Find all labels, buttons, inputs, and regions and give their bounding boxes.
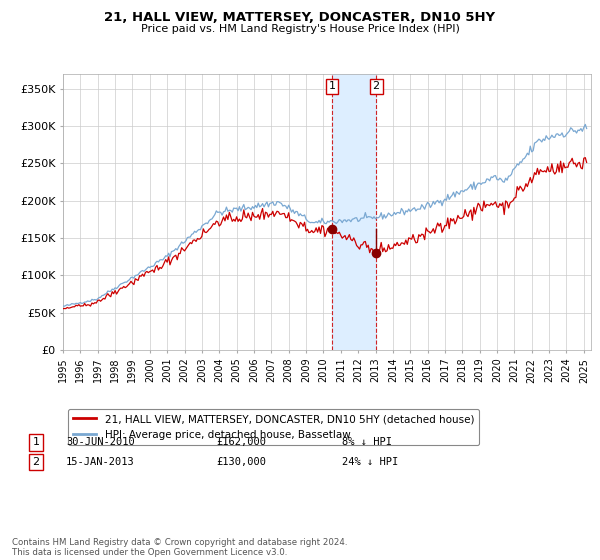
Text: 30-JUN-2010: 30-JUN-2010 — [66, 437, 135, 447]
Text: 15-JAN-2013: 15-JAN-2013 — [66, 457, 135, 467]
Text: 24% ↓ HPI: 24% ↓ HPI — [342, 457, 398, 467]
Text: 21, HALL VIEW, MATTERSEY, DONCASTER, DN10 5HY: 21, HALL VIEW, MATTERSEY, DONCASTER, DN1… — [104, 11, 496, 24]
Text: 1: 1 — [32, 437, 40, 447]
Text: 8% ↓ HPI: 8% ↓ HPI — [342, 437, 392, 447]
Bar — [332, 74, 376, 350]
Text: Price paid vs. HM Land Registry's House Price Index (HPI): Price paid vs. HM Land Registry's House … — [140, 24, 460, 34]
Legend: 21, HALL VIEW, MATTERSEY, DONCASTER, DN10 5HY (detached house), HPI: Average pri: 21, HALL VIEW, MATTERSEY, DONCASTER, DN1… — [68, 409, 479, 445]
Text: £162,000: £162,000 — [216, 437, 266, 447]
Text: 1: 1 — [328, 81, 335, 91]
Text: Contains HM Land Registry data © Crown copyright and database right 2024.
This d: Contains HM Land Registry data © Crown c… — [12, 538, 347, 557]
Text: 2: 2 — [32, 457, 40, 467]
Text: 2: 2 — [373, 81, 380, 91]
Text: £130,000: £130,000 — [216, 457, 266, 467]
